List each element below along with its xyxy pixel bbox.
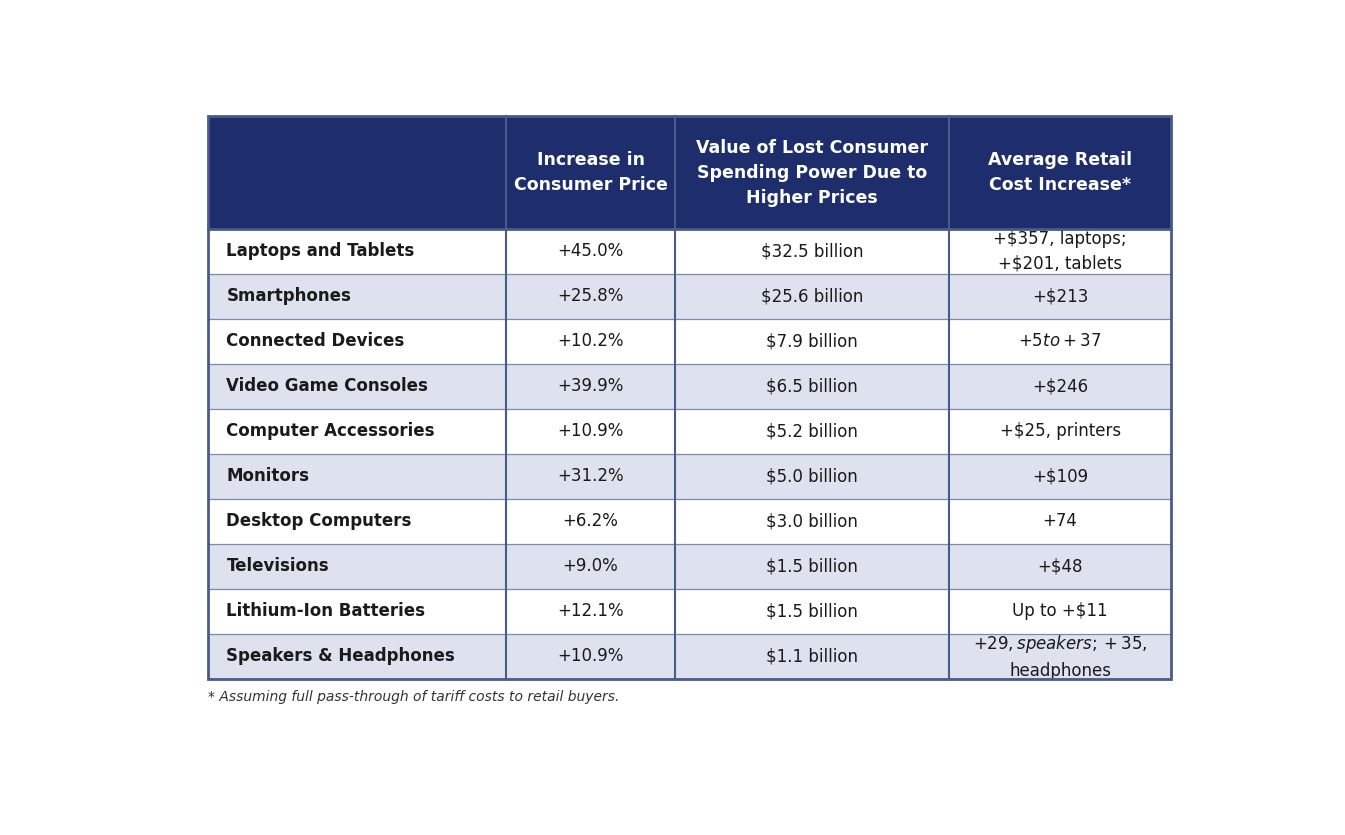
Text: Up to +$11: Up to +$11 (1013, 602, 1108, 620)
Bar (207, 319, 506, 364)
Bar (506, 453, 675, 498)
Text: +10.2%: +10.2% (557, 332, 624, 351)
Bar (207, 589, 506, 634)
Text: Televisions: Televisions (226, 557, 330, 575)
Bar (207, 116, 506, 229)
Text: $3.0 billion: $3.0 billion (767, 513, 858, 530)
Text: $6.5 billion: $6.5 billion (767, 377, 858, 395)
Bar (675, 453, 950, 498)
Bar (675, 319, 950, 364)
Bar (950, 116, 1171, 229)
Bar (506, 409, 675, 454)
Bar (506, 364, 675, 409)
Text: Increase in
Consumer Price: Increase in Consumer Price (514, 151, 667, 194)
Bar (950, 319, 1171, 364)
Text: $5.2 billion: $5.2 billion (767, 423, 858, 440)
Bar (506, 229, 675, 274)
Bar (207, 634, 506, 679)
Text: +$48: +$48 (1037, 557, 1083, 575)
Text: +31.2%: +31.2% (557, 468, 624, 485)
Text: +25.8%: +25.8% (557, 287, 624, 306)
Bar (506, 116, 675, 229)
Text: +10.9%: +10.9% (557, 647, 624, 665)
Bar (950, 453, 1171, 498)
Bar (207, 409, 506, 454)
Bar (675, 544, 950, 589)
Bar (950, 498, 1171, 544)
Bar (675, 409, 950, 454)
Text: +45.0%: +45.0% (557, 242, 624, 261)
Bar (950, 634, 1171, 679)
Bar (950, 364, 1171, 409)
Text: +$246: +$246 (1032, 377, 1088, 395)
Text: +6.2%: +6.2% (562, 513, 619, 530)
Text: +$25, printers: +$25, printers (999, 423, 1120, 440)
Bar (950, 544, 1171, 589)
Text: Monitors: Monitors (226, 468, 309, 485)
Bar (506, 544, 675, 589)
Bar (207, 453, 506, 498)
Text: $7.9 billion: $7.9 billion (767, 332, 858, 351)
Text: $5.0 billion: $5.0 billion (767, 468, 858, 485)
Text: $1.5 billion: $1.5 billion (767, 557, 858, 575)
Text: Value of Lost Consumer
Spending Power Due to
Higher Prices: Value of Lost Consumer Spending Power Du… (697, 139, 928, 206)
Text: +$29, speakers; +$35,
headphones: +$29, speakers; +$35, headphones (972, 633, 1147, 680)
Text: Desktop Computers: Desktop Computers (226, 513, 412, 530)
Bar (207, 364, 506, 409)
Text: +10.9%: +10.9% (557, 423, 624, 440)
Bar (950, 589, 1171, 634)
Text: $1.1 billion: $1.1 billion (767, 647, 858, 665)
Text: Speakers & Headphones: Speakers & Headphones (226, 647, 455, 665)
Bar (675, 634, 950, 679)
Bar (675, 498, 950, 544)
Text: * Assuming full pass-through of tariff costs to retail buyers.: * Assuming full pass-through of tariff c… (207, 691, 619, 705)
Bar (506, 319, 675, 364)
Text: +$109: +$109 (1032, 468, 1088, 485)
Text: +9.0%: +9.0% (562, 557, 619, 575)
Bar (675, 274, 950, 319)
Text: +74: +74 (1042, 513, 1077, 530)
Text: +39.9%: +39.9% (557, 377, 624, 395)
Text: Laptops and Tablets: Laptops and Tablets (226, 242, 414, 261)
Text: $1.5 billion: $1.5 billion (767, 602, 858, 620)
Bar (506, 274, 675, 319)
Bar (207, 544, 506, 589)
Text: Average Retail
Cost Increase*: Average Retail Cost Increase* (989, 151, 1132, 194)
Bar (675, 116, 950, 229)
Text: +$357, laptops;
+$201, tablets: +$357, laptops; +$201, tablets (994, 230, 1127, 272)
Bar (506, 634, 675, 679)
Text: $32.5 billion: $32.5 billion (761, 242, 863, 261)
Bar (207, 274, 506, 319)
Bar (675, 364, 950, 409)
Bar (207, 229, 506, 274)
Text: $25.6 billion: $25.6 billion (761, 287, 863, 306)
Text: +$213: +$213 (1032, 287, 1088, 306)
Text: Smartphones: Smartphones (226, 287, 351, 306)
Bar (675, 589, 950, 634)
Bar (675, 229, 950, 274)
Text: Video Game Consoles: Video Game Consoles (226, 377, 428, 395)
Bar (207, 116, 1171, 679)
Bar (950, 274, 1171, 319)
Bar (207, 498, 506, 544)
Text: +12.1%: +12.1% (557, 602, 624, 620)
Text: Lithium-Ion Batteries: Lithium-Ion Batteries (226, 602, 425, 620)
Bar (506, 498, 675, 544)
Text: +$5 to +$37: +$5 to +$37 (1018, 332, 1102, 351)
Text: Connected Devices: Connected Devices (226, 332, 405, 351)
Bar (506, 589, 675, 634)
Bar (950, 229, 1171, 274)
Bar (950, 409, 1171, 454)
Text: Computer Accessories: Computer Accessories (226, 423, 434, 440)
